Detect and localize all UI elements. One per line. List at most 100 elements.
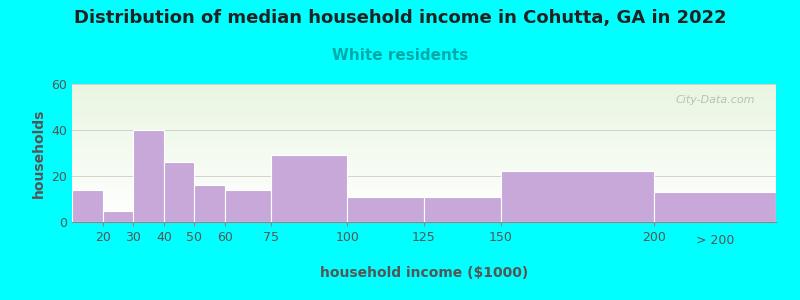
- Bar: [72, 154, 776, 155]
- Bar: [72, 141, 776, 142]
- Bar: [72, 138, 776, 139]
- Bar: [72, 90, 776, 91]
- Bar: [72, 200, 776, 201]
- Bar: [72, 101, 776, 102]
- Bar: [72, 159, 776, 160]
- Bar: [72, 202, 776, 203]
- Text: Distribution of median household income in Cohutta, GA in 2022: Distribution of median household income …: [74, 9, 726, 27]
- Bar: [72, 169, 776, 170]
- Text: White residents: White residents: [332, 48, 468, 63]
- Bar: [72, 215, 776, 216]
- Bar: [72, 124, 776, 125]
- Bar: [72, 103, 776, 104]
- Bar: [72, 123, 776, 124]
- Bar: [72, 96, 776, 97]
- Bar: [72, 113, 776, 114]
- Bar: [72, 221, 776, 222]
- Y-axis label: households: households: [32, 108, 46, 198]
- Bar: [72, 195, 776, 196]
- Bar: [72, 158, 776, 159]
- Bar: [72, 161, 776, 162]
- Bar: [72, 172, 776, 173]
- Bar: [72, 189, 776, 190]
- Bar: [72, 219, 776, 220]
- Bar: [72, 212, 776, 213]
- Bar: [72, 204, 776, 205]
- Bar: [72, 196, 776, 197]
- Bar: [72, 180, 776, 181]
- Bar: [72, 202, 776, 203]
- Bar: [72, 153, 776, 154]
- Bar: [72, 130, 776, 131]
- Bar: [72, 105, 776, 106]
- Bar: [72, 127, 776, 128]
- Bar: [72, 107, 776, 108]
- Bar: [72, 84, 776, 85]
- Bar: [72, 210, 776, 211]
- Bar: [72, 140, 776, 141]
- Text: City-Data.com: City-Data.com: [675, 95, 755, 105]
- Bar: [72, 163, 776, 164]
- Bar: [72, 201, 776, 202]
- Bar: [347, 197, 424, 222]
- Bar: [72, 186, 776, 187]
- Bar: [72, 121, 776, 122]
- Bar: [72, 89, 776, 90]
- Bar: [102, 211, 134, 222]
- Bar: [72, 164, 776, 165]
- Bar: [72, 170, 776, 171]
- Bar: [72, 173, 776, 174]
- Bar: [225, 190, 271, 222]
- Bar: [72, 178, 776, 179]
- Bar: [72, 93, 776, 94]
- Bar: [72, 110, 776, 111]
- Bar: [72, 193, 776, 194]
- Bar: [72, 190, 102, 222]
- Bar: [72, 112, 776, 113]
- Bar: [72, 144, 776, 145]
- Bar: [72, 136, 776, 137]
- Bar: [72, 114, 776, 115]
- Bar: [72, 187, 776, 188]
- Bar: [72, 145, 776, 146]
- Bar: [72, 218, 776, 219]
- Bar: [72, 109, 776, 110]
- Bar: [72, 199, 776, 200]
- Bar: [72, 132, 776, 133]
- X-axis label: household income ($1000): household income ($1000): [320, 266, 528, 280]
- Bar: [72, 154, 776, 155]
- Bar: [72, 155, 776, 156]
- Bar: [72, 203, 776, 204]
- Bar: [72, 86, 776, 87]
- Bar: [72, 151, 776, 152]
- Bar: [72, 185, 776, 186]
- Bar: [72, 191, 776, 192]
- Bar: [72, 220, 776, 221]
- Bar: [72, 207, 776, 208]
- Bar: [72, 174, 776, 175]
- Bar: [72, 142, 776, 143]
- Bar: [72, 128, 776, 129]
- Bar: [72, 183, 776, 184]
- Bar: [72, 106, 776, 107]
- Bar: [72, 181, 776, 182]
- Bar: [72, 190, 776, 191]
- Bar: [72, 129, 776, 130]
- Bar: [72, 100, 776, 101]
- Text: > 200: > 200: [695, 233, 734, 247]
- Bar: [72, 216, 776, 217]
- Bar: [72, 157, 776, 158]
- Bar: [72, 149, 776, 150]
- Bar: [72, 125, 776, 126]
- Bar: [72, 92, 776, 93]
- Bar: [72, 156, 776, 157]
- Bar: [72, 198, 776, 199]
- Bar: [72, 160, 776, 161]
- Bar: [424, 197, 501, 222]
- Bar: [72, 147, 776, 148]
- Bar: [72, 102, 776, 103]
- Bar: [72, 179, 776, 180]
- Bar: [72, 133, 776, 134]
- Bar: [72, 135, 776, 136]
- Bar: [72, 120, 776, 121]
